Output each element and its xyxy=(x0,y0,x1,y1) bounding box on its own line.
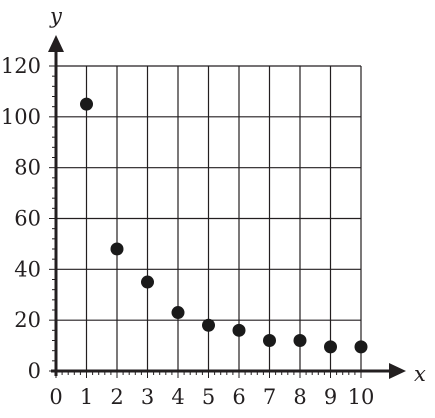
data-point-10 xyxy=(354,340,368,354)
y-axis-label: y xyxy=(49,4,63,28)
y-tick-label-120: 120 xyxy=(1,54,41,78)
y-tick-label-40: 40 xyxy=(14,257,41,281)
x-tick-label-10: 10 xyxy=(348,385,375,409)
x-tick-label-5: 5 xyxy=(202,385,215,409)
x-tick-label-9: 9 xyxy=(324,385,337,409)
x-tick-label-7: 7 xyxy=(263,385,276,409)
data-point-2 xyxy=(110,242,124,256)
data-point-7 xyxy=(263,334,276,347)
x-tick-label-3: 3 xyxy=(141,385,154,409)
grid xyxy=(56,65,362,371)
x-axis-label: x xyxy=(414,362,426,386)
y-tick-label-0: 0 xyxy=(28,359,41,383)
x-tick-label-2: 2 xyxy=(110,385,123,409)
x-tick-label-0: 0 xyxy=(49,385,62,409)
data-point-9 xyxy=(324,340,337,354)
y-tick-label-60: 60 xyxy=(14,207,41,231)
y-tick-label-20: 20 xyxy=(14,308,41,332)
x-axis-arrow xyxy=(389,363,406,379)
x-tick-label-8: 8 xyxy=(293,385,306,409)
data-point-1 xyxy=(80,97,93,111)
data-point-4 xyxy=(171,306,185,320)
x-tick-label-4: 4 xyxy=(171,385,184,409)
y-tick-label-100: 100 xyxy=(1,105,41,129)
y-tick-label-80: 80 xyxy=(14,156,41,180)
axes xyxy=(48,35,406,379)
data-point-3 xyxy=(141,275,154,289)
x-tick-label-6: 6 xyxy=(232,385,245,409)
data-points xyxy=(80,97,368,354)
data-point-5 xyxy=(202,318,215,332)
data-point-6 xyxy=(232,323,246,337)
y-axis-arrow xyxy=(48,35,64,52)
x-tick-label-1: 1 xyxy=(80,385,93,409)
minor-ticks xyxy=(49,65,362,378)
data-point-8 xyxy=(293,334,307,347)
